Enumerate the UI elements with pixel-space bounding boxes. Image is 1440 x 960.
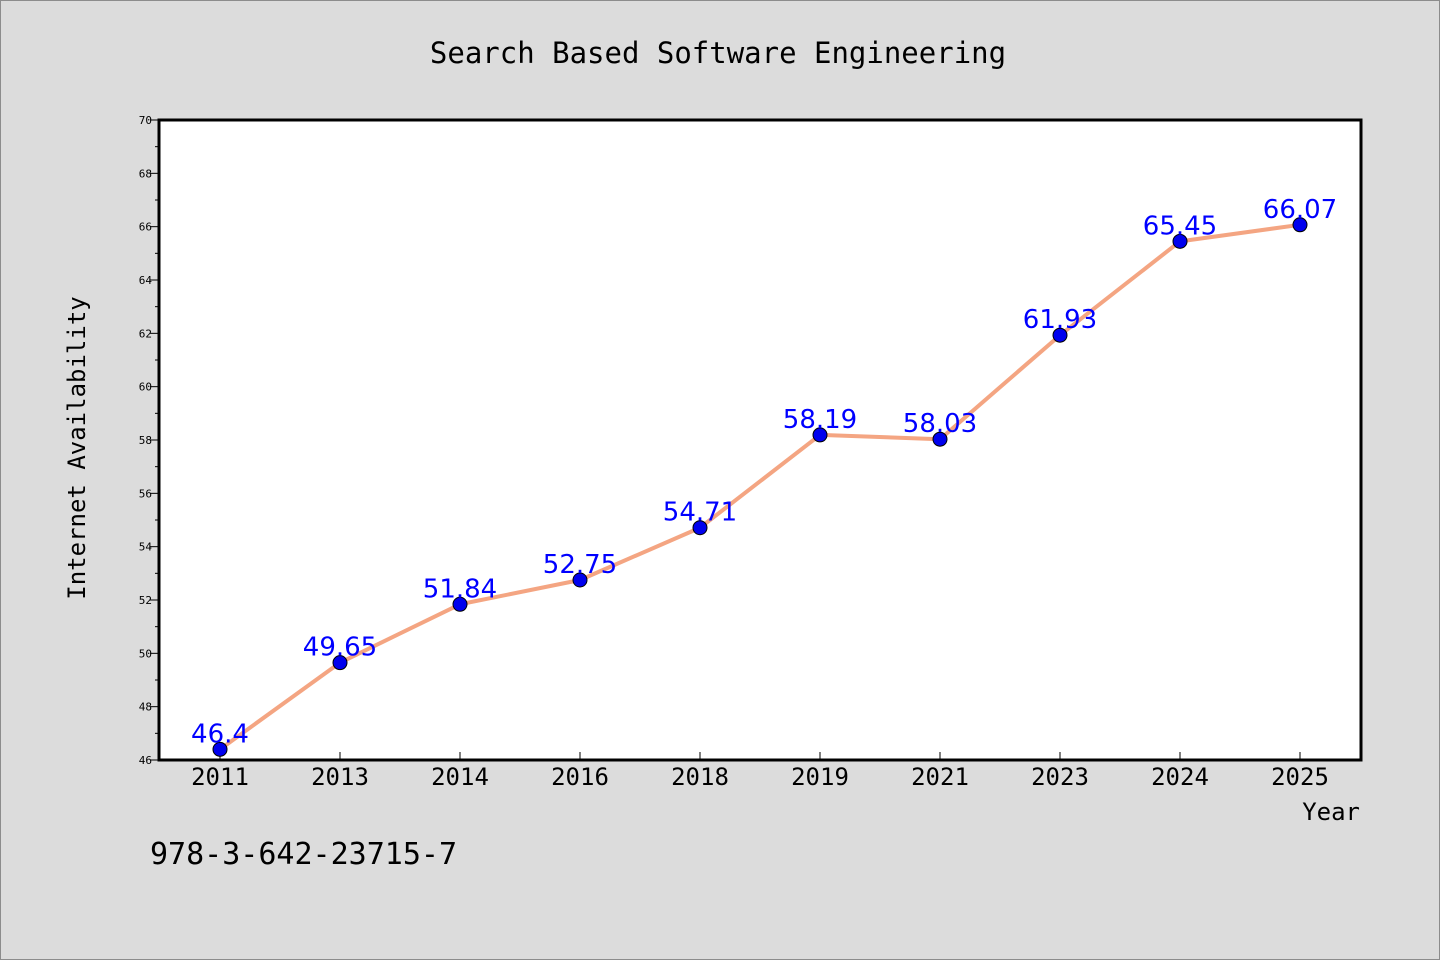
y-tick-label: 64: [139, 274, 153, 287]
series-line: [218, 222, 1301, 751]
data-point: [1052, 327, 1068, 343]
data-point: [332, 655, 348, 671]
data-point: [1172, 233, 1188, 249]
y-tick-label: 52: [139, 594, 152, 607]
isbn-annotation: 978-3-642-23715-7: [150, 837, 457, 872]
value-labels: 46.4 49.65 51.84 52.75 54.71 58.19 58.03 61.93 6…: [191, 195, 1337, 750]
y-tick-label: 68: [139, 167, 152, 180]
x-tick-label: 2025: [1271, 763, 1329, 791]
y-tick-label: 66: [139, 221, 152, 234]
data-label: 52.75: [543, 550, 617, 580]
data-point: [572, 572, 588, 588]
x-tick-label: 2024: [1151, 763, 1209, 791]
y-tick-label: 62: [139, 327, 152, 340]
y-axis-label: Internet Availability: [63, 296, 91, 599]
y-tick-label: 46: [139, 754, 152, 767]
data-label: 66.07: [1263, 195, 1337, 225]
y-tick-label: 58: [139, 434, 152, 447]
data-label: 51.84: [423, 574, 497, 604]
data-label: 58.03: [903, 409, 977, 439]
y-tick-label: 48: [139, 701, 152, 714]
y-tick-label: 70: [139, 114, 152, 127]
data-label: 61.93: [1023, 305, 1097, 335]
data-label: 49.65: [303, 633, 377, 663]
x-tick-label: 2023: [1031, 763, 1089, 791]
data-point: [692, 520, 708, 536]
y-tick-label: 50: [139, 647, 152, 660]
data-point: [932, 431, 948, 447]
chart-title: Search Based Software Engineering: [430, 36, 1006, 70]
x-tick-label: 2013: [311, 763, 369, 791]
y-tick-label: 54: [139, 541, 153, 554]
x-axis-label: Year: [1302, 798, 1360, 826]
x-tick-label: 2014: [431, 763, 489, 791]
x-tick-label: 2019: [791, 763, 849, 791]
x-tick-label: 2011: [191, 763, 249, 791]
data-label: 58.19: [783, 405, 857, 435]
x-tick-label: 2016: [551, 763, 609, 791]
data-point: [212, 741, 228, 757]
y-axis: 46 48 50 52 54 56 58 60 62 64 66 68 70: [139, 114, 160, 767]
data-point: [452, 596, 468, 612]
data-label: 54.71: [663, 498, 737, 528]
data-point: [812, 427, 828, 443]
series-line-group: [212, 217, 1308, 757]
data-point: [1292, 217, 1308, 233]
x-axis: 2011 2013 2014 2016 2018 2019 2021 2023 2024 2025: [191, 752, 1329, 791]
data-label: 65.45: [1143, 211, 1217, 241]
data-label: 46.4: [191, 719, 249, 749]
y-tick-label: 56: [139, 487, 152, 500]
x-tick-label: 2021: [911, 763, 969, 791]
x-tick-label: 2018: [671, 763, 729, 791]
y-tick-label: 60: [139, 381, 152, 394]
